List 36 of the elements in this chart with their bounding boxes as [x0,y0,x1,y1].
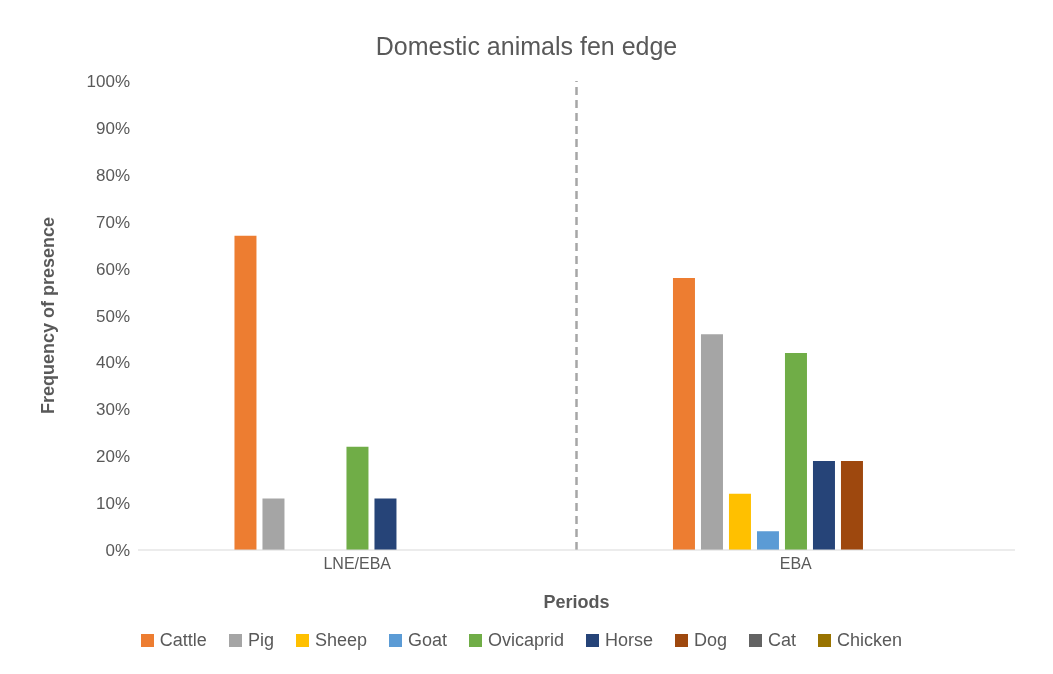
y-tick-label: 90% [95,118,130,138]
y-tick-label: 60% [95,259,130,279]
x-tick-label: LNE/EBA [323,555,392,573]
legend-label: Horse [604,630,654,651]
bar [756,531,779,550]
y-axis-title: Frequency of presence [38,216,59,415]
y-tick-label: 70% [95,212,130,232]
y-tick-label: 40% [95,353,130,373]
y-tick-label: 50% [95,306,130,326]
x-axis-title: Periods [543,592,610,612]
y-tick-label: 30% [95,400,130,420]
bar [374,498,397,550]
legend-label: Pig [246,630,274,651]
legend-label: Sheep [313,630,367,651]
legend-label: Goat [406,630,447,651]
y-tick-label: 20% [95,447,130,467]
bar [840,460,863,550]
y-tick-label: 10% [95,494,130,514]
bar [700,334,723,550]
legend-label: Cat [767,630,797,651]
bar [784,353,807,550]
legend-label: Ovicaprid [487,630,565,651]
bar [346,446,369,550]
y-tick-label: 80% [95,165,130,185]
legend-label: Chicken [836,630,903,651]
legend-label: Dog [693,630,728,651]
bar [262,498,285,550]
y-tick-label: 0% [105,541,130,561]
bar [812,460,835,550]
legend-label: Cattle [158,630,207,651]
bar [728,493,751,550]
bar [672,277,695,550]
y-tick-label: 100% [86,72,130,92]
bar [234,235,257,550]
x-tick-label: EBA [779,555,813,573]
chart-title: Domestic animals fen edge [374,31,679,61]
